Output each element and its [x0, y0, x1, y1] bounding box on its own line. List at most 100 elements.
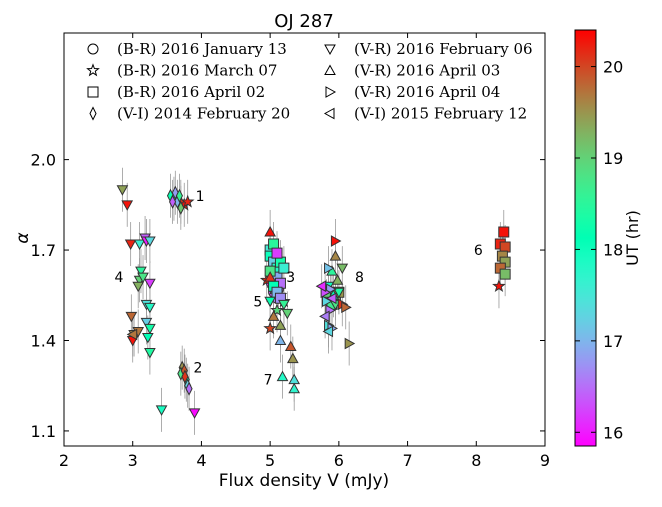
data-point [499, 241, 511, 253]
data-point [278, 299, 290, 311]
legend-marker [323, 107, 335, 120]
data-point [315, 280, 327, 293]
data-point [144, 302, 156, 314]
x-tick-label: 2 [59, 451, 69, 470]
x-tick-label: 7 [402, 451, 412, 470]
data-point [322, 325, 334, 338]
colorbar-tick-label: 17 [603, 332, 623, 351]
legend-label: (V-I) 2014 February 20 [117, 105, 290, 123]
data-point [180, 194, 195, 208]
group-label: 6 [474, 243, 483, 259]
plot-frame [63, 32, 546, 447]
data-point [492, 279, 506, 293]
data-point [284, 340, 297, 352]
data-point [324, 262, 335, 274]
data-point [329, 250, 342, 261]
data-point [325, 292, 337, 305]
y-tick-label: 1.1 [31, 422, 56, 441]
group-label: 4 [115, 270, 124, 286]
data-point [278, 262, 290, 274]
data-point [181, 369, 189, 384]
legend-label: (B-R) 2016 January 13 [117, 40, 287, 58]
x-tick-label: 3 [128, 451, 138, 470]
data-point [144, 348, 156, 359]
x-tick-label: 9 [540, 451, 550, 470]
colorbar-gradient [574, 29, 597, 447]
data-point [344, 337, 356, 350]
data-point [281, 308, 294, 320]
data-point [144, 278, 156, 290]
data-point [336, 263, 349, 275]
data-point [126, 328, 138, 341]
data-point [319, 310, 330, 323]
data-point [133, 239, 146, 251]
y-tick-label: 1.7 [31, 241, 56, 260]
data-point [132, 281, 145, 293]
data-point [286, 352, 299, 364]
group-label: 5 [253, 294, 262, 310]
x-tick-label: 5 [265, 451, 275, 470]
legend-marker [89, 106, 97, 121]
data-point [499, 268, 511, 280]
data-point [141, 332, 154, 344]
colorbar-label: UT (hr) [623, 210, 642, 266]
data-point [144, 236, 156, 248]
data-point [274, 319, 287, 330]
data-point [267, 310, 280, 321]
data-point [331, 274, 344, 285]
data-point [498, 226, 510, 238]
data-point [288, 373, 301, 385]
x-tick-label: 8 [471, 451, 481, 470]
data-point [121, 200, 134, 211]
legend-marker [87, 86, 99, 98]
data-point [116, 185, 129, 196]
data-point [177, 200, 185, 215]
data-point [263, 321, 277, 335]
data-point [135, 266, 147, 278]
data-point [175, 188, 183, 203]
y-tick-label: 2.0 [31, 151, 56, 170]
data-point [330, 235, 342, 247]
legend-marker [325, 86, 337, 98]
legend-marker [87, 43, 99, 55]
data-point [270, 303, 284, 317]
data-point [271, 247, 283, 259]
data-point [274, 334, 287, 345]
data-point [169, 194, 177, 209]
data-point [155, 405, 168, 416]
data-point [276, 370, 289, 382]
colorbar-tick-label: 18 [603, 240, 623, 259]
group-label: 2 [194, 361, 203, 377]
legend: (B-R) 2016 January 13 (B-R) 2016 March 07… [86, 40, 533, 123]
x-tick-label: 6 [334, 451, 344, 470]
data-point [264, 296, 276, 308]
data-point [264, 225, 276, 237]
data-point [124, 239, 137, 251]
legend-marker [86, 63, 100, 77]
data-point [341, 301, 352, 314]
chart-title: OJ 287 [274, 11, 334, 32]
legend-label: (V-R) 2016 April 04 [354, 83, 500, 101]
y-axis-title: α [13, 232, 33, 243]
y-tick-label: 1.4 [31, 331, 56, 350]
data-point [185, 381, 193, 396]
legend-label: (B-R) 2016 March 07 [117, 62, 277, 80]
colorbar-tick-label: 20 [603, 58, 623, 77]
data-point [188, 408, 201, 419]
data-points [116, 167, 511, 435]
colorbar-tick-label: 19 [603, 149, 623, 168]
data-point [264, 271, 276, 282]
legend-label: (V-R) 2016 April 03 [354, 62, 500, 80]
data-point [268, 238, 280, 250]
data-point [137, 272, 149, 284]
data-point [125, 311, 138, 323]
group-label: 8 [355, 270, 364, 286]
legend-label: (B-R) 2016 April 02 [117, 83, 265, 101]
colorbar: 16 17 18 19 20 UT (hr) [574, 29, 642, 447]
legend-label: (V-I) 2015 February 12 [354, 105, 527, 123]
group-label: 7 [264, 373, 273, 389]
data-point [288, 382, 301, 394]
data-point [140, 317, 153, 329]
colorbar-tick-label: 16 [603, 423, 623, 442]
